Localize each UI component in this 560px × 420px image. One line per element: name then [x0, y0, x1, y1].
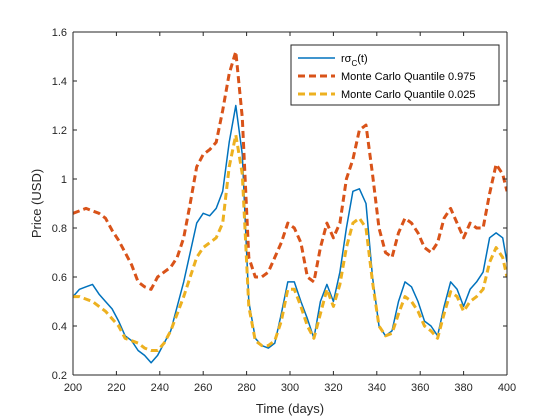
- y-tick-label: 1.4: [52, 76, 67, 88]
- legend-label-series-2: Monte Carlo Quantile 0.975: [341, 71, 476, 83]
- x-tick-label: 360: [411, 382, 429, 394]
- x-tick-label: 300: [281, 382, 299, 394]
- legend-label-series-3: Monte Carlo Quantile 0.025: [341, 89, 476, 101]
- x-tick-label: 260: [194, 382, 212, 394]
- legend-label-series-1-sub: C: [351, 59, 357, 68]
- y-tick-label: 0.6: [52, 272, 67, 284]
- series-line-1: [73, 104, 507, 364]
- x-ticks: 200 220 240 260 280 300 320 340 360 380 400: [64, 32, 516, 394]
- series-line-2: [73, 50, 507, 291]
- legend: rσC(t) Monte Carlo Quantile 0.975 Monte …: [290, 44, 500, 106]
- y-tick-label: 0.2: [52, 370, 67, 382]
- y-tick-label: 0.8: [52, 223, 67, 235]
- y-tick-label: 1: [61, 174, 67, 186]
- x-tick-label: 380: [454, 382, 472, 394]
- series-layer: [73, 50, 507, 364]
- legend-label-series-1-tail: (t): [357, 53, 367, 65]
- y-tick-label: 1.6: [52, 27, 67, 39]
- x-tick-label: 340: [368, 382, 386, 394]
- x-tick-label: 400: [498, 382, 516, 394]
- legend-label-series-1: rσC(t): [341, 53, 368, 68]
- y-tick-label: 1.2: [52, 125, 67, 137]
- x-tick-label: 280: [237, 382, 255, 394]
- x-tick-label: 200: [64, 382, 82, 394]
- x-tick-label: 220: [107, 382, 125, 394]
- x-tick-label: 320: [324, 382, 342, 394]
- series-line-3: [73, 133, 507, 352]
- y-axis-title: Price (USD): [29, 169, 44, 238]
- y-tick-label: 0.4: [52, 321, 67, 333]
- x-axis-title: Time (days): [256, 401, 324, 416]
- x-tick-label: 240: [151, 382, 169, 394]
- y-ticks: 0.2 0.4 0.6 0.8 1 1.2 1.4 1.6: [52, 27, 507, 382]
- legend-label-series-1-main: rσ: [341, 53, 352, 65]
